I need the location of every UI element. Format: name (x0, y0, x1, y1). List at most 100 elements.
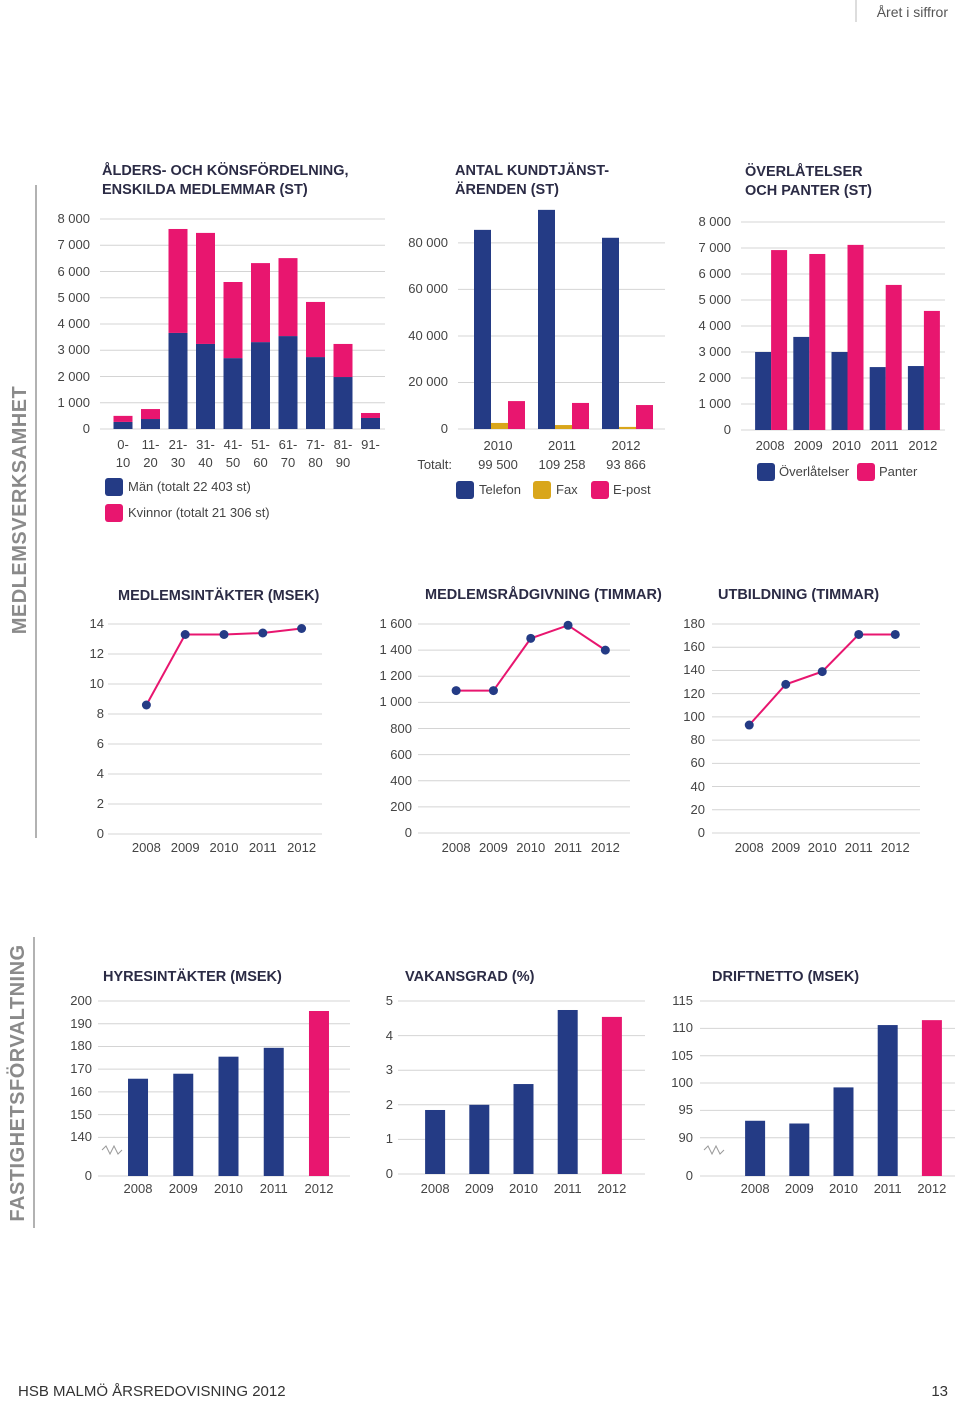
y-tick-label: 8 (96, 706, 104, 721)
bar-segment (361, 417, 380, 429)
bar-segment (113, 421, 133, 429)
x-tick-label: 2010 (807, 840, 837, 855)
y-tick-label: 120 (683, 685, 705, 701)
bar-segment (278, 336, 298, 429)
x-tick-label: 2012 (880, 840, 910, 855)
bar (557, 1009, 578, 1174)
side-label: MEDLEMSVERKSAMHET (9, 385, 31, 635)
chart-title: ANTAL KUNDTJÄNST- ÄRENDEN (ST) (455, 163, 610, 198)
x-tick-label: 2008 (420, 1181, 450, 1196)
y-tick-label: 1 400 (379, 642, 412, 658)
bar (831, 352, 848, 430)
bar (847, 244, 864, 430)
y-tick-label: 140 (70, 1129, 92, 1145)
axis-break (703, 1144, 725, 1156)
y-tick-label: 6 (96, 736, 104, 751)
y-tick-label: 200 (70, 993, 92, 1008)
y-tick-label: 4 (385, 1027, 393, 1043)
bar (885, 284, 902, 430)
totals-label: Totalt: (417, 457, 452, 472)
marker (890, 629, 900, 639)
bar (793, 336, 810, 430)
y-tick-label: 6 000 (57, 263, 90, 279)
x-tick-label: 2008 (123, 1181, 153, 1196)
bar-segment (251, 342, 270, 429)
y-tick-label: 40 000 (408, 327, 448, 343)
x-tick-label: 0- 10 (115, 437, 131, 470)
x-tick-label: 31- 40 (196, 437, 215, 470)
y-tick-label: 2 (385, 1096, 393, 1112)
marker (854, 629, 864, 639)
marker (219, 630, 229, 639)
bar-segment (141, 419, 160, 429)
y-tick-label: 3 000 (57, 342, 90, 358)
bar-segment (333, 377, 353, 429)
y-tick-label: 12 (89, 646, 104, 661)
x-tick-label: 2012 (590, 840, 620, 855)
bar (513, 1084, 534, 1174)
legend-label: Män (totalt 22 403 st) (128, 479, 251, 494)
y-tick-label: 95 (678, 1102, 693, 1118)
bar (474, 229, 491, 429)
bar (923, 310, 940, 430)
y-tick-label: 200 (390, 798, 412, 814)
x-tick-label: 2012 (597, 1181, 627, 1196)
y-tick-label: 180 (70, 1038, 92, 1054)
legend-label: Telefon (479, 482, 521, 497)
y-tick-label: 800 (390, 720, 412, 736)
bar-segment (278, 258, 298, 337)
y-tick-label: 3 000 (698, 344, 731, 359)
axis-break (101, 1144, 123, 1156)
bar-segment (196, 232, 215, 344)
marker (297, 624, 307, 633)
y-tick-label: 1 200 (379, 668, 412, 684)
y-tick-label: 100 (671, 1075, 693, 1091)
x-tick-label: 2010 (829, 1181, 858, 1196)
y-tick-label: 190 (70, 1015, 92, 1031)
legend-swatch (591, 481, 609, 499)
y-tick-label: 600 (390, 746, 412, 762)
x-tick-label: 2012 (917, 1181, 947, 1196)
y-tick-label: 8 000 (698, 214, 731, 229)
legend-label: Överlåtelser (779, 464, 850, 479)
bar (921, 1020, 942, 1176)
y-tick-label: 4 000 (698, 318, 731, 333)
x-tick-label: 2012 (908, 438, 938, 453)
bar-segment (306, 301, 325, 358)
bar (491, 422, 508, 429)
marker (781, 679, 791, 689)
legend-label: Kvinnor (totalt 21 306 st) (128, 505, 270, 520)
legend-label: Fax (556, 482, 578, 497)
footer-page: 13 (931, 1383, 948, 1400)
y-tick-label: 1 000 (57, 394, 90, 410)
bar (619, 426, 636, 429)
y-tick-label: 0 (84, 1168, 92, 1183)
bar (218, 1056, 239, 1176)
legend-swatch (105, 504, 123, 522)
bar (809, 253, 826, 430)
bar (877, 1025, 898, 1176)
x-tick-label: 91- (361, 437, 380, 452)
x-tick-label: 2010 (483, 438, 513, 453)
legend-label: E-post (613, 482, 651, 497)
legend-swatch (857, 463, 875, 481)
bar-segment (251, 263, 270, 343)
bar (173, 1073, 194, 1176)
y-tick-label: 1 000 (698, 396, 731, 411)
bar (601, 1016, 622, 1174)
bar (907, 366, 924, 430)
x-tick-label: 2010 (214, 1181, 243, 1196)
x-tick-label: 2011 (873, 1181, 902, 1196)
y-tick-label: 10 (89, 676, 104, 691)
x-tick-label: 2009 (793, 438, 823, 453)
x-tick-label: 2012 (287, 840, 317, 855)
x-tick-label: 2010 (509, 1181, 538, 1196)
bar-segment (361, 412, 380, 418)
footer-title: HSB MALMÖ ÅRSREDOVISNING 2012 (18, 1383, 286, 1400)
chart-title: ÅLDERS- OCH KÖNSFÖRDELNING, ENSKILDA MED… (102, 163, 349, 198)
x-tick-label: 2009 (464, 1181, 494, 1196)
y-tick-label: 8 000 (57, 211, 90, 226)
x-tick-label: 21- 30 (168, 437, 188, 470)
